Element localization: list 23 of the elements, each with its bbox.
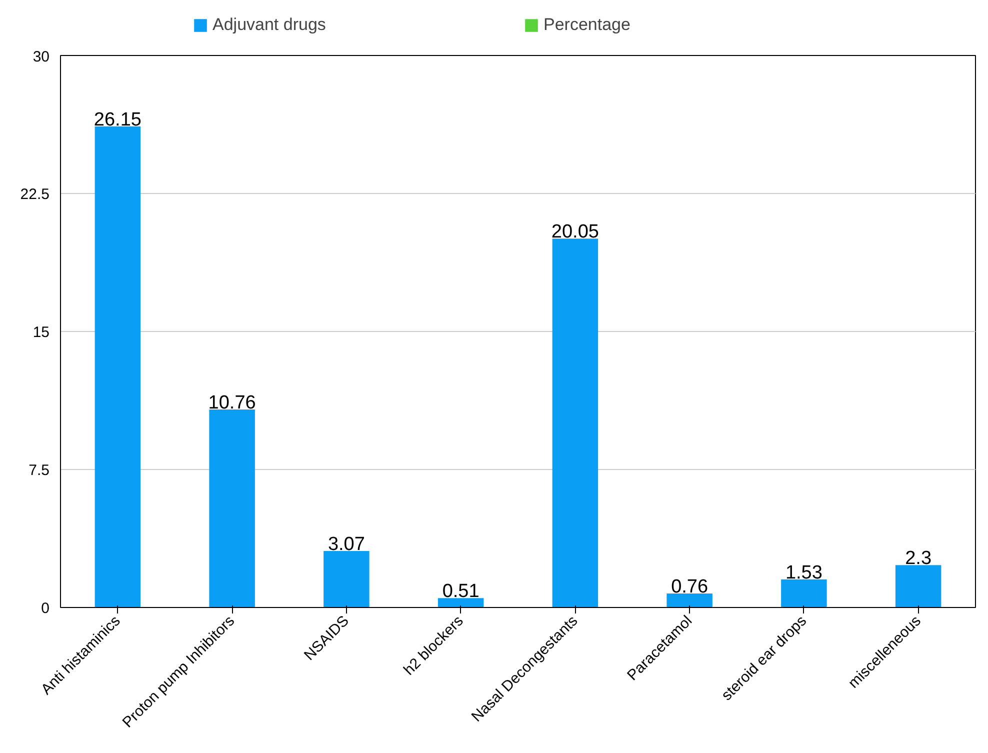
y-tick-label: 22.5 [20, 186, 50, 203]
data-label: 2.3 [905, 548, 932, 570]
data-label: 0.76 [671, 576, 708, 598]
bar [438, 598, 484, 608]
data-label: 3.07 [328, 534, 365, 556]
bar [209, 410, 255, 608]
legend-label: Adjuvant drugs [212, 15, 327, 35]
data-label: 26.15 [94, 109, 142, 130]
data-label: 0.51 [442, 581, 480, 602]
y-tick-label: 30 [32, 48, 50, 66]
bar [94, 126, 141, 608]
bar [552, 238, 598, 608]
bar [666, 594, 712, 608]
y-tick-label: 7.5 [28, 462, 50, 479]
bar [895, 565, 942, 608]
y-tick-label: 15 [32, 324, 50, 341]
data-label: 1.53 [785, 562, 822, 584]
y-tick-label: 0 [41, 600, 50, 617]
bar [781, 579, 827, 608]
legend-label: Percentage [544, 15, 632, 35]
data-label: 20.05 [551, 222, 599, 243]
bar [324, 551, 370, 608]
data-label: 10.76 [208, 392, 256, 414]
